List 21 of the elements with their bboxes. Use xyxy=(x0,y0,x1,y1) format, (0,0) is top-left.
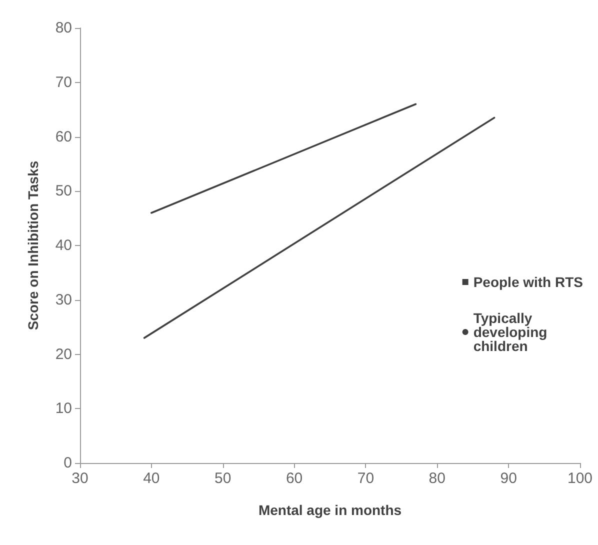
x-tick-label: 50 xyxy=(214,470,232,487)
x-tick-label: 90 xyxy=(500,470,517,487)
x-axis-title: Mental age in months xyxy=(258,502,402,518)
x-tick-label: 30 xyxy=(72,470,88,487)
y-tick-label: 60 xyxy=(55,128,72,146)
x-tick-label: 40 xyxy=(143,470,160,487)
x-tick-label: 60 xyxy=(286,470,303,487)
y-axis-title: Score on Inhibition Tasks xyxy=(25,160,41,330)
y-tick-label: 80 xyxy=(55,20,72,36)
x-tick-label: 70 xyxy=(357,470,374,487)
y-tick-label: 30 xyxy=(55,291,72,308)
y-tick-label: 40 xyxy=(55,237,72,254)
legend-label: Typically developing children xyxy=(473,310,552,354)
legend-label: People with RTS xyxy=(473,274,584,290)
x-tick-label: 100 xyxy=(567,470,593,487)
y-tick-label: 20 xyxy=(55,346,72,363)
y-tick-label: 50 xyxy=(55,182,72,200)
y-tick-label: 10 xyxy=(55,400,72,418)
y-tick-label: 0 xyxy=(64,454,72,472)
y-tick-label: 70 xyxy=(55,74,72,91)
x-tick-label: 80 xyxy=(428,470,446,487)
